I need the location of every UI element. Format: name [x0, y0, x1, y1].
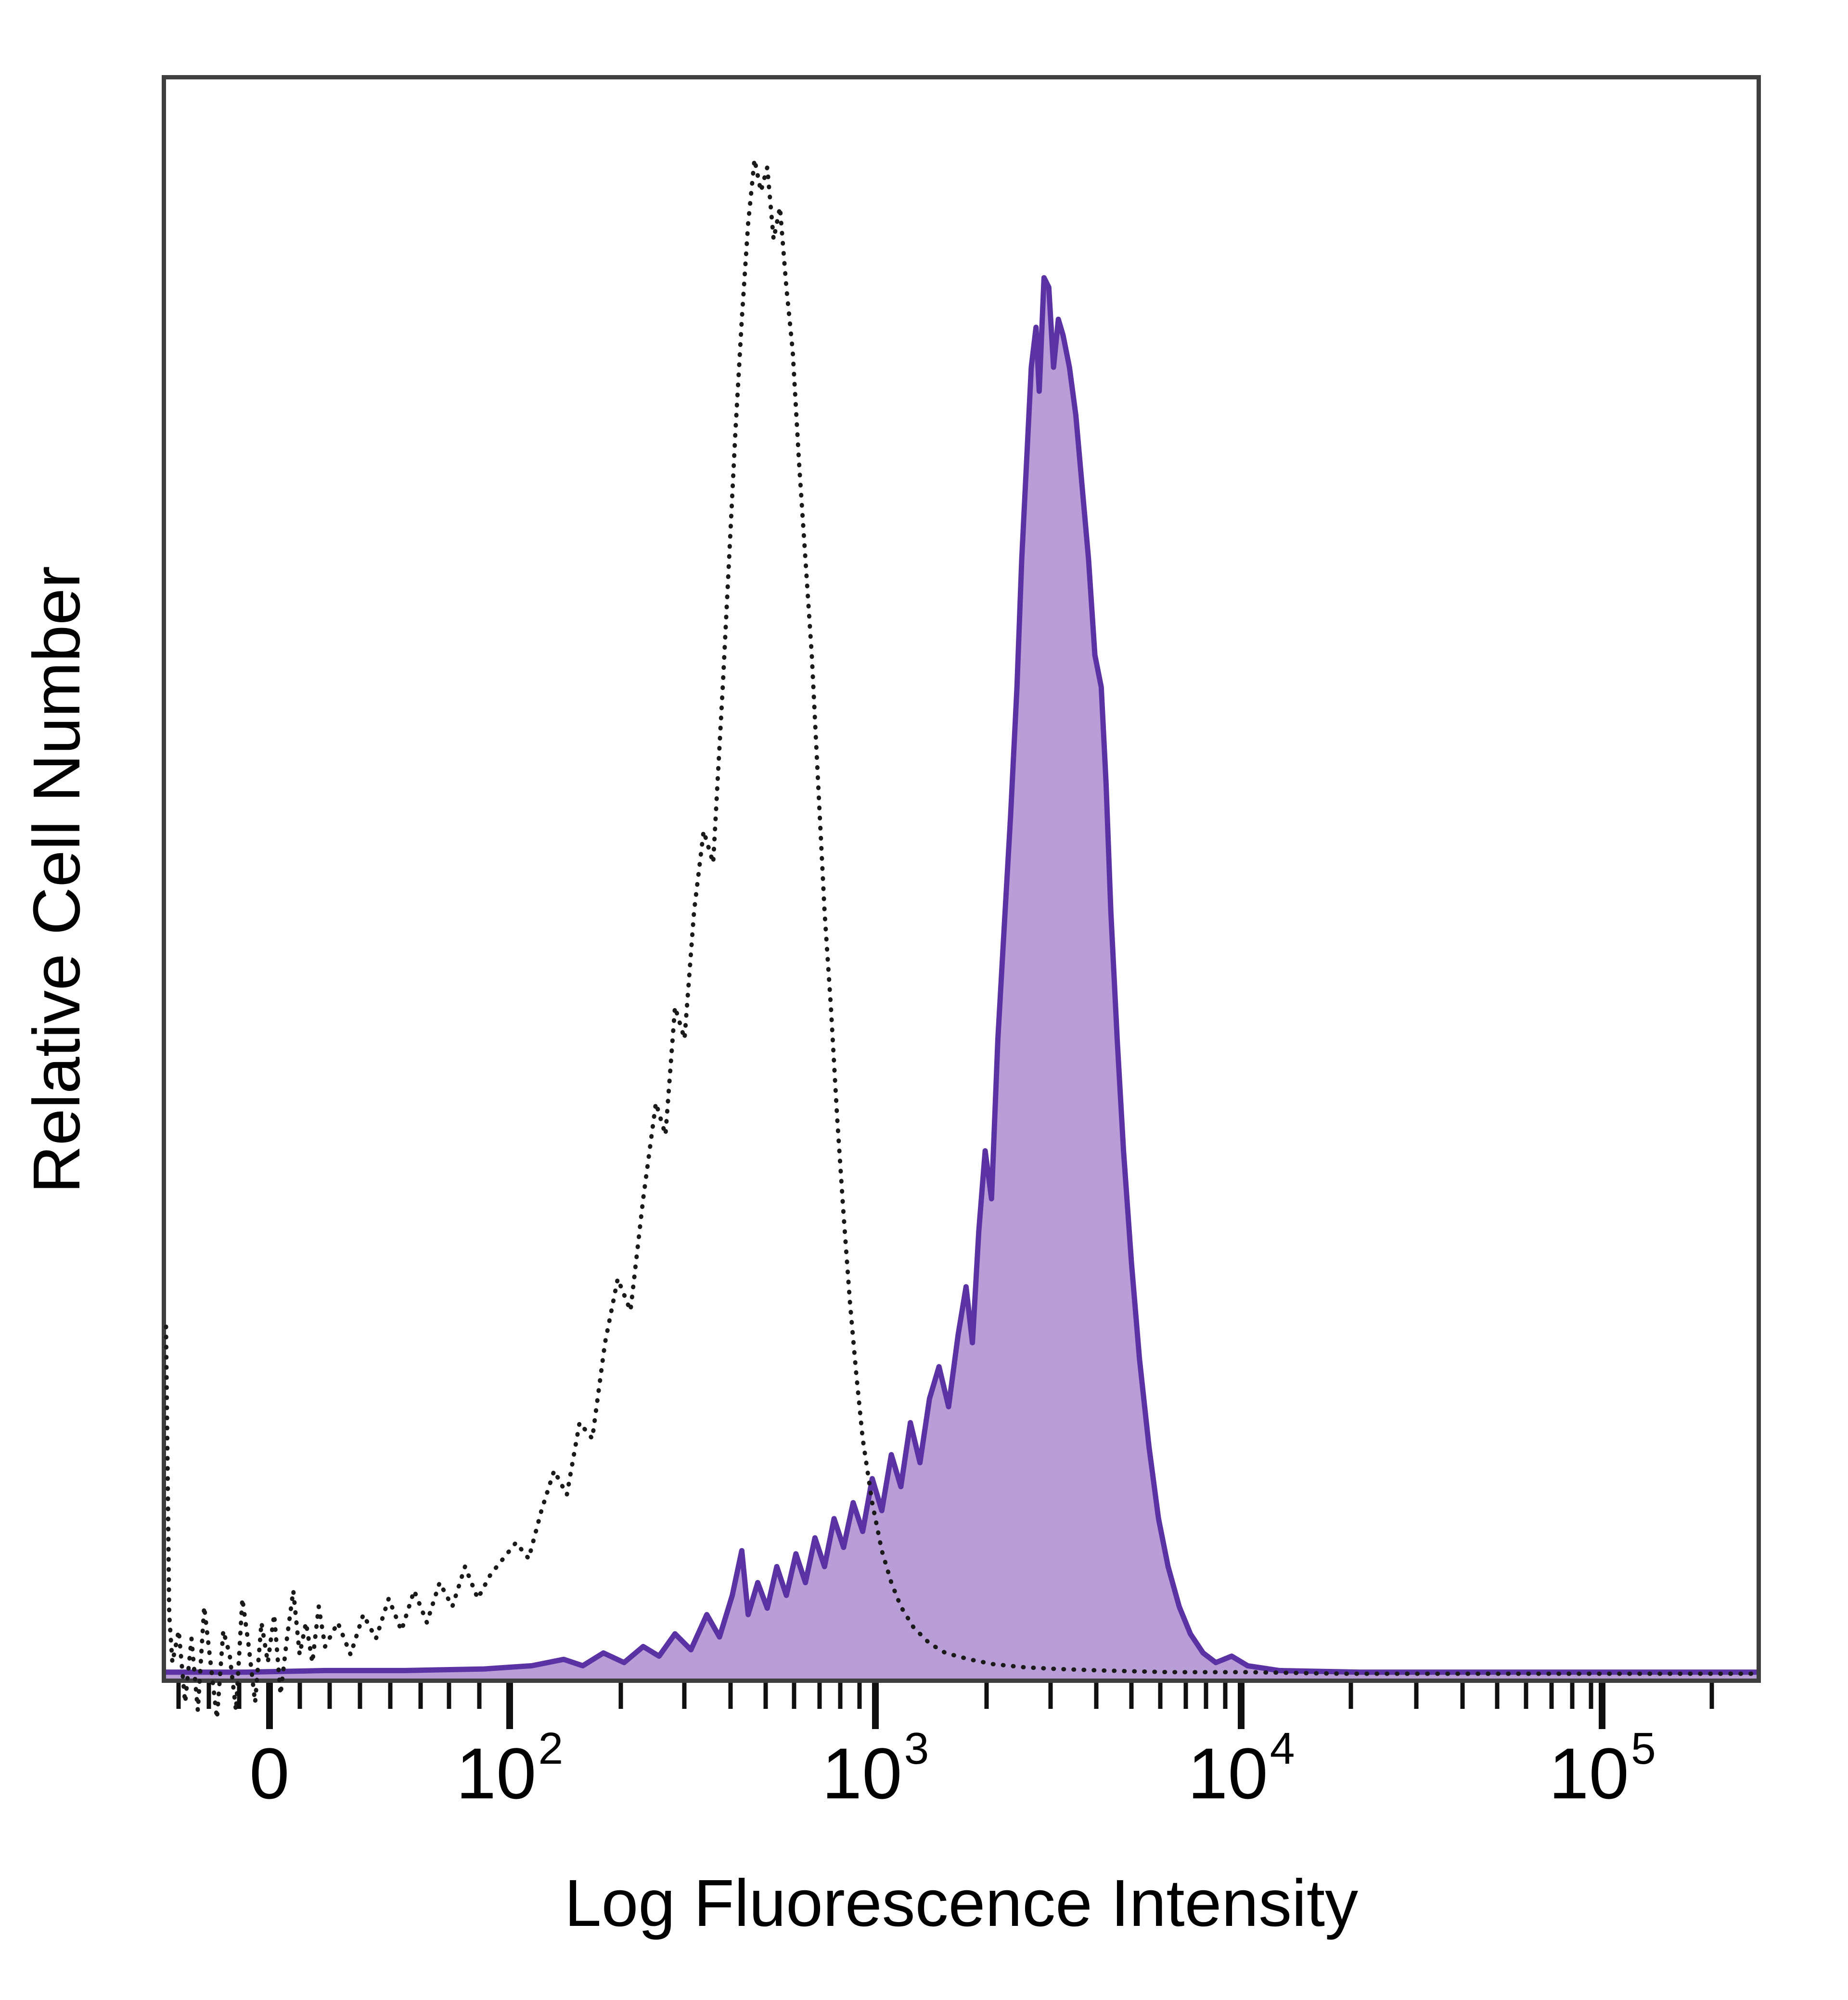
x-tick-minor [327, 1683, 332, 1709]
x-tick-label: 103 [821, 1723, 929, 1814]
x-tick-minor [618, 1683, 623, 1709]
x-tick-minor [1129, 1683, 1134, 1709]
x-tick-minor [1348, 1683, 1353, 1709]
x-axis-tick-labels: 0 102 103 104 105 [166, 1718, 1757, 1843]
x-tick-minor [1549, 1683, 1554, 1709]
x-tick-minor [176, 1683, 181, 1709]
x-tick-label-exponent: 4 [1270, 1723, 1295, 1774]
x-tick-minor [1460, 1683, 1465, 1709]
x-tick-minor [1048, 1683, 1053, 1709]
x-tick-label-exponent: 3 [904, 1723, 929, 1774]
x-tick-minor [857, 1683, 862, 1709]
x-tick-major [266, 1683, 273, 1729]
x-tick-label: 105 [1549, 1723, 1656, 1814]
sample-histogram-fill [166, 278, 1757, 1679]
x-tick-major [506, 1683, 513, 1729]
x-tick-major [872, 1683, 879, 1729]
x-tick-minor [838, 1683, 843, 1709]
x-tick-minor [1524, 1683, 1528, 1709]
sample-histogram-outline [166, 275, 1757, 1675]
x-tick-minor [388, 1683, 393, 1709]
control-histogram-curve [164, 157, 1759, 1721]
x-tick-label: 0 [249, 1733, 290, 1814]
x-tick-minor [984, 1683, 989, 1709]
x-tick-minor [1223, 1683, 1228, 1709]
x-tick-minor [1709, 1683, 1714, 1709]
x-tick-minor [237, 1683, 242, 1709]
x-tick-minor [297, 1683, 302, 1709]
x-tick-minor [1495, 1683, 1500, 1709]
x-tick-minor [682, 1683, 687, 1709]
x-tick-label-exponent: 2 [538, 1723, 564, 1774]
x-tick-minor [418, 1683, 423, 1709]
x-tick-minor [1414, 1683, 1419, 1709]
x-tick-minor [792, 1683, 796, 1709]
x-tick-minor [1204, 1683, 1208, 1709]
x-tick-minor [1158, 1683, 1163, 1709]
x-tick-label-exponent: 5 [1630, 1723, 1656, 1774]
y-axis-title: Relative Cell Number [20, 566, 94, 1193]
x-tick-minor [1183, 1683, 1188, 1709]
plot-svg [164, 157, 1759, 1721]
x-tick-minor [477, 1683, 482, 1709]
x-axis-title: Log Fluorescence Intensity [564, 1866, 1359, 1940]
x-axis-ticks [166, 1683, 1757, 1741]
x-tick-major [1238, 1683, 1245, 1729]
x-tick-label: 102 [456, 1723, 564, 1814]
x-tick-label: 104 [1187, 1723, 1295, 1814]
x-tick-minor [1589, 1683, 1593, 1709]
x-tick-minor [728, 1683, 733, 1709]
x-tick-minor [206, 1683, 211, 1709]
x-tick-minor [817, 1683, 822, 1709]
x-tick-minor [358, 1683, 362, 1709]
x-tick-minor [1094, 1683, 1099, 1709]
x-tick-minor [447, 1683, 451, 1709]
x-tick-minor [1570, 1683, 1575, 1709]
x-tick-major [1599, 1683, 1606, 1729]
x-tick-minor [763, 1683, 768, 1709]
